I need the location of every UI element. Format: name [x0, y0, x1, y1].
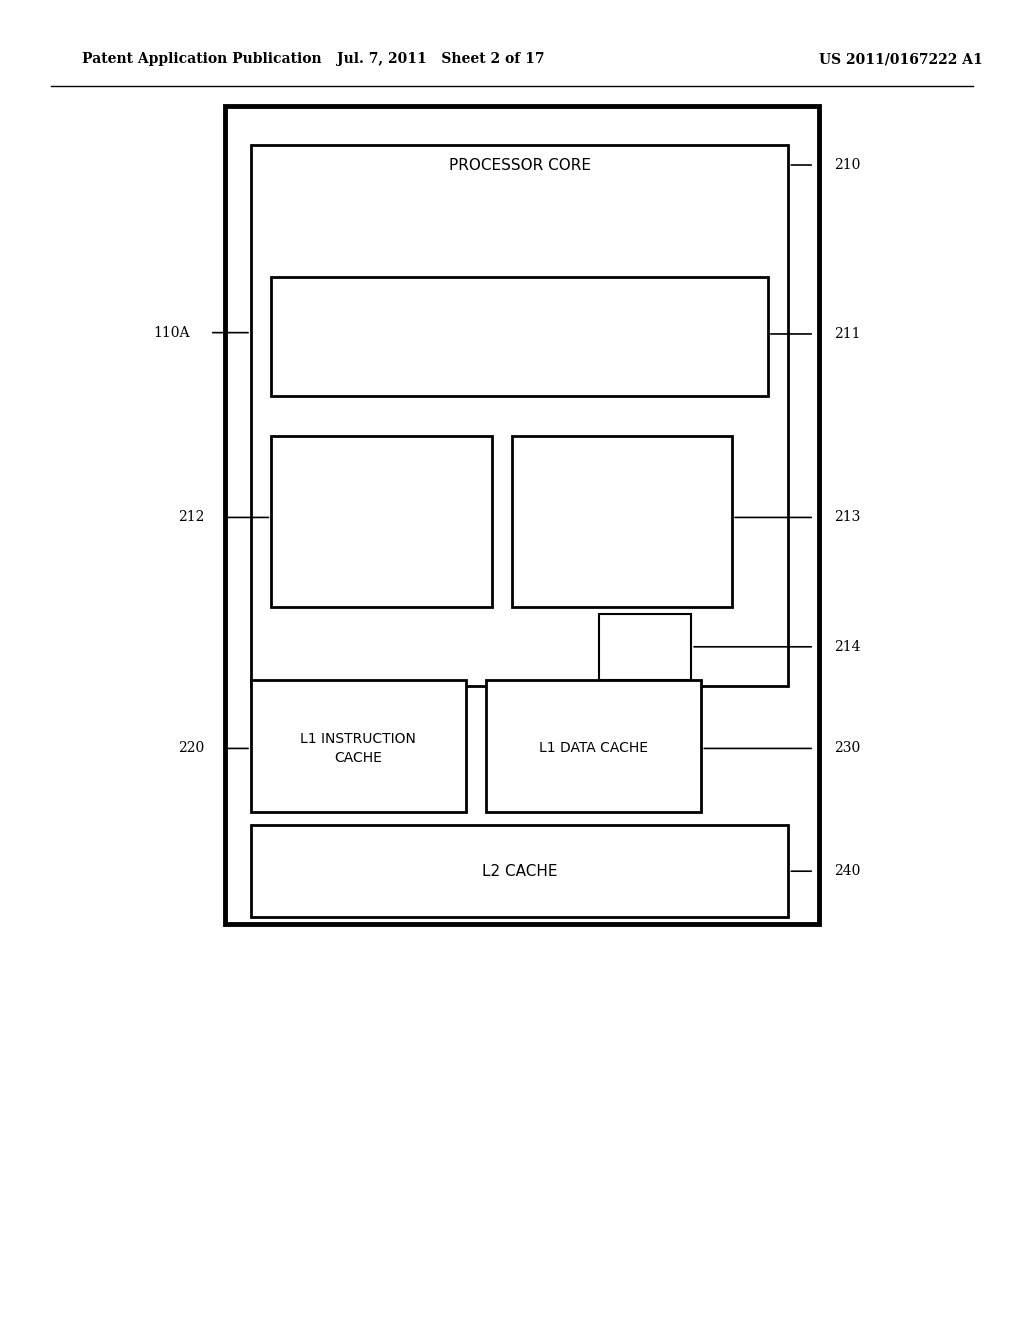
Text: L1 DATA CACHE: L1 DATA CACHE	[540, 742, 648, 755]
FancyBboxPatch shape	[599, 614, 691, 680]
Text: TCR: TCR	[632, 640, 658, 653]
Text: EXECUTION UNIT: EXECUTION UNIT	[455, 326, 586, 342]
FancyBboxPatch shape	[251, 825, 788, 917]
Text: Patent Application Publication: Patent Application Publication	[82, 53, 322, 66]
FancyBboxPatch shape	[251, 145, 788, 686]
Text: L1 INSTRUCTION
CACHE: L1 INSTRUCTION CACHE	[300, 733, 417, 764]
Text: REGISTER
CHECK POINT: REGISTER CHECK POINT	[574, 498, 669, 529]
FancyBboxPatch shape	[271, 436, 492, 607]
Text: L2 CACHE: L2 CACHE	[482, 863, 558, 879]
Text: 210: 210	[835, 158, 861, 172]
Text: 214: 214	[835, 640, 861, 653]
FancyBboxPatch shape	[251, 680, 466, 812]
Text: 220: 220	[178, 742, 205, 755]
Text: REGISTER FILE: REGISTER FILE	[330, 511, 432, 524]
Text: US 2011/0167222 A1: US 2011/0167222 A1	[819, 53, 983, 66]
Text: 230: 230	[835, 742, 861, 755]
Text: 110A: 110A	[153, 326, 189, 339]
Text: 240: 240	[835, 865, 861, 878]
Text: 211: 211	[835, 327, 861, 341]
FancyBboxPatch shape	[512, 436, 732, 607]
Text: FIG. 2: FIG. 2	[397, 158, 483, 185]
Text: 212: 212	[178, 511, 205, 524]
Text: 213: 213	[835, 511, 861, 524]
Text: Jul. 7, 2011   Sheet 2 of 17: Jul. 7, 2011 Sheet 2 of 17	[337, 53, 544, 66]
FancyBboxPatch shape	[271, 277, 768, 396]
FancyBboxPatch shape	[225, 106, 819, 924]
Text: PROCESSOR CORE: PROCESSOR CORE	[450, 157, 591, 173]
FancyBboxPatch shape	[486, 680, 701, 812]
